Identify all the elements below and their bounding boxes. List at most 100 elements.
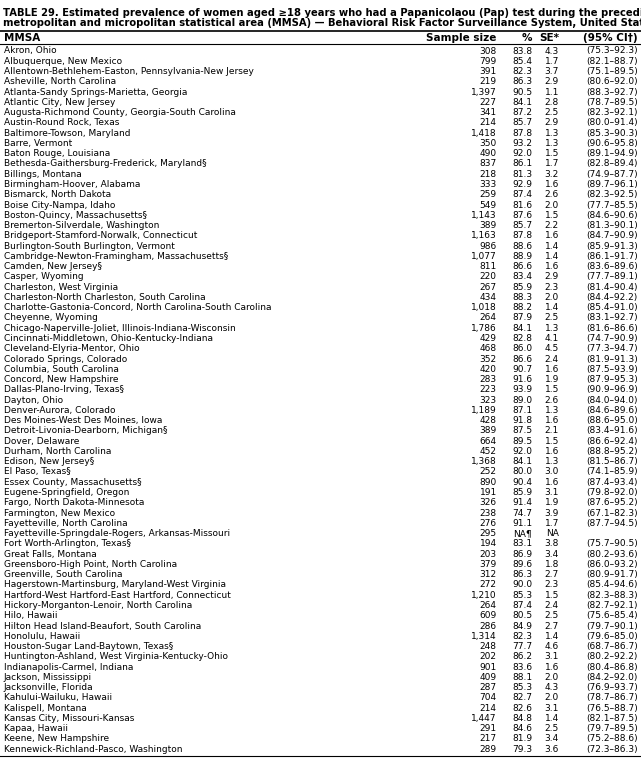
Text: 811: 811 [479, 262, 497, 271]
Text: Greensboro-High Point, North Carolina: Greensboro-High Point, North Carolina [4, 560, 177, 569]
Text: Jacksonville, Florida: Jacksonville, Florida [4, 683, 94, 692]
Text: Dallas-Plano-Irving, Texas§: Dallas-Plano-Irving, Texas§ [4, 385, 124, 394]
Text: 89.0: 89.0 [512, 396, 532, 404]
Text: (87.5–93.9): (87.5–93.9) [586, 365, 638, 374]
Text: NA¶: NA¶ [513, 529, 532, 538]
Text: 82.6: 82.6 [512, 704, 532, 713]
Text: 1,368: 1,368 [471, 458, 497, 466]
Text: 79.3: 79.3 [512, 745, 532, 754]
Text: 2.0: 2.0 [545, 293, 559, 302]
Text: Burlington-South Burlington, Vermont: Burlington-South Burlington, Vermont [4, 242, 175, 251]
Text: 2.2: 2.2 [545, 221, 559, 230]
Text: (88.3–92.7): (88.3–92.7) [586, 87, 638, 97]
Text: 217: 217 [479, 734, 497, 743]
Text: 203: 203 [479, 549, 497, 559]
Text: Baltimore-Towson, Maryland: Baltimore-Towson, Maryland [4, 128, 130, 138]
Text: (89.7–96.1): (89.7–96.1) [586, 180, 638, 189]
Text: 2.4: 2.4 [545, 355, 559, 363]
Text: 87.2: 87.2 [512, 108, 532, 117]
Text: 1.3: 1.3 [545, 458, 559, 466]
Text: SE*: SE* [539, 33, 559, 43]
Text: (86.1–91.7): (86.1–91.7) [586, 252, 638, 261]
Text: 1.6: 1.6 [545, 180, 559, 189]
Text: Greenville, South Carolina: Greenville, South Carolina [4, 570, 122, 579]
Text: 3.4: 3.4 [545, 734, 559, 743]
Text: (84.4–92.2): (84.4–92.2) [587, 293, 638, 302]
Text: 86.6: 86.6 [512, 355, 532, 363]
Text: 219: 219 [479, 78, 497, 87]
Text: 214: 214 [479, 119, 497, 128]
Text: 89.5: 89.5 [512, 437, 532, 445]
Text: 2.4: 2.4 [545, 601, 559, 610]
Text: 91.6: 91.6 [512, 375, 532, 384]
Text: Cincinnati-Middletown, Ohio-Kentucky-Indiana: Cincinnati-Middletown, Ohio-Kentucky-Ind… [4, 334, 213, 343]
Text: Atlantic City, New Jersey: Atlantic City, New Jersey [4, 98, 115, 107]
Text: 86.3: 86.3 [512, 78, 532, 87]
Text: 259: 259 [479, 190, 497, 199]
Text: 1,397: 1,397 [471, 87, 497, 97]
Text: (82.7–92.1): (82.7–92.1) [587, 601, 638, 610]
Text: 83.6: 83.6 [512, 663, 532, 672]
Text: Indianapolis-Carmel, Indiana: Indianapolis-Carmel, Indiana [4, 663, 133, 672]
Text: 214: 214 [479, 704, 497, 713]
Text: (84.6–90.6): (84.6–90.6) [586, 211, 638, 220]
Text: Baton Rouge, Louisiana: Baton Rouge, Louisiana [4, 149, 110, 158]
Text: Hagerstown-Martinsburg, Maryland-West Virginia: Hagerstown-Martinsburg, Maryland-West Vi… [4, 581, 226, 590]
Text: (80.2–92.2): (80.2–92.2) [587, 652, 638, 661]
Text: (83.4–91.6): (83.4–91.6) [586, 426, 638, 435]
Text: (80.9–91.7): (80.9–91.7) [586, 570, 638, 579]
Text: Atlanta-Sandy Springs-Marietta, Georgia: Atlanta-Sandy Springs-Marietta, Georgia [4, 87, 187, 97]
Text: Hickory-Morganton-Lenoir, North Carolina: Hickory-Morganton-Lenoir, North Carolina [4, 601, 192, 610]
Text: (81.9–91.3): (81.9–91.3) [586, 355, 638, 363]
Text: (80.6–92.0): (80.6–92.0) [586, 78, 638, 87]
Text: 86.3: 86.3 [512, 570, 532, 579]
Text: 93.2: 93.2 [512, 139, 532, 148]
Text: Charleston, West Virginia: Charleston, West Virginia [4, 283, 118, 292]
Text: (76.9–93.7): (76.9–93.7) [586, 683, 638, 692]
Text: Billings, Montana: Billings, Montana [4, 169, 81, 179]
Text: 74.7: 74.7 [512, 508, 532, 518]
Text: Cleveland-Elyria-Mentor, Ohio: Cleveland-Elyria-Mentor, Ohio [4, 344, 140, 353]
Text: (68.7–86.7): (68.7–86.7) [586, 642, 638, 651]
Text: (95% CI†): (95% CI†) [583, 33, 638, 43]
Text: Columbia, South Carolina: Columbia, South Carolina [4, 365, 119, 374]
Text: (81.4–90.4): (81.4–90.4) [587, 283, 638, 292]
Text: (77.7–89.1): (77.7–89.1) [586, 272, 638, 281]
Text: (82.3–92.1): (82.3–92.1) [587, 108, 638, 117]
Text: (82.1–88.7): (82.1–88.7) [586, 57, 638, 66]
Text: 2.7: 2.7 [545, 570, 559, 579]
Text: 3.9: 3.9 [545, 508, 559, 518]
Text: 1,418: 1,418 [471, 128, 497, 138]
Text: 84.1: 84.1 [512, 98, 532, 107]
Text: 1.5: 1.5 [545, 211, 559, 220]
Text: (85.3–90.3): (85.3–90.3) [586, 128, 638, 138]
Text: (75.1–89.5): (75.1–89.5) [586, 67, 638, 76]
Text: 283: 283 [479, 375, 497, 384]
Text: (81.5–86.7): (81.5–86.7) [586, 458, 638, 466]
Text: Charlotte-Gastonia-Concord, North Carolina-South Carolina: Charlotte-Gastonia-Concord, North Caroli… [4, 303, 271, 312]
Text: (88.8–95.2): (88.8–95.2) [586, 447, 638, 456]
Text: Kennewick-Richland-Pasco, Washington: Kennewick-Richland-Pasco, Washington [4, 745, 182, 754]
Text: (81.3–90.1): (81.3–90.1) [586, 221, 638, 230]
Text: 1,077: 1,077 [471, 252, 497, 261]
Text: Austin-Round Rock, Texas: Austin-Round Rock, Texas [4, 119, 119, 128]
Text: 87.8: 87.8 [512, 128, 532, 138]
Text: 2.7: 2.7 [545, 622, 559, 631]
Text: 452: 452 [479, 447, 497, 456]
Text: 88.3: 88.3 [512, 293, 532, 302]
Text: (80.2–93.6): (80.2–93.6) [586, 549, 638, 559]
Text: 85.7: 85.7 [512, 221, 532, 230]
Text: Birmingham-Hoover, Alabama: Birmingham-Hoover, Alabama [4, 180, 140, 189]
Text: 272: 272 [479, 581, 497, 590]
Text: (87.7–94.5): (87.7–94.5) [586, 519, 638, 528]
Text: Sample size: Sample size [426, 33, 497, 43]
Text: 83.8: 83.8 [512, 46, 532, 55]
Text: 837: 837 [479, 160, 497, 169]
Text: 88.9: 88.9 [512, 252, 532, 261]
Text: 428: 428 [479, 416, 497, 425]
Text: 420: 420 [479, 365, 497, 374]
Text: 3.1: 3.1 [545, 652, 559, 661]
Text: Houston-Sugar Land-Baytown, Texas§: Houston-Sugar Land-Baytown, Texas§ [4, 642, 173, 651]
Text: 389: 389 [479, 221, 497, 230]
Text: (75.3–92.3): (75.3–92.3) [586, 46, 638, 55]
